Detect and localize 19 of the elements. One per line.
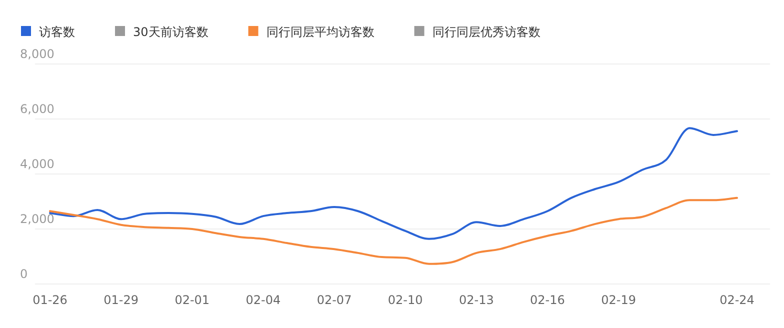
x-tick-label: 02-24 [720, 293, 754, 307]
legend-label: 同行同层优秀访客数 [432, 25, 540, 39]
y-tick-label: 2,000 [20, 212, 54, 226]
legend-label: 访客数 [39, 25, 75, 39]
y-tick-label: 8,000 [20, 47, 54, 61]
x-tick-label: 02-13 [458, 293, 494, 307]
x-tick-label: 02-19 [601, 293, 636, 307]
y-tick-label: 0 [20, 267, 28, 281]
y-tick-label: 6,000 [20, 102, 54, 116]
x-tick-label: 02-01 [174, 293, 210, 307]
x-tick-label: 02-07 [316, 293, 352, 307]
x-tick-label: 02-16 [530, 293, 565, 307]
x-tick-label: 02-10 [388, 293, 423, 307]
x-tick-label: 01-26 [32, 293, 68, 307]
legend-label: 30天前访客数 [133, 25, 208, 39]
x-tick-label: 02-04 [246, 293, 281, 307]
legend-label: 同行同层平均访客数 [266, 25, 374, 39]
y-tick-label: 4,000 [20, 157, 54, 171]
x-tick-label: 01-29 [104, 293, 139, 307]
